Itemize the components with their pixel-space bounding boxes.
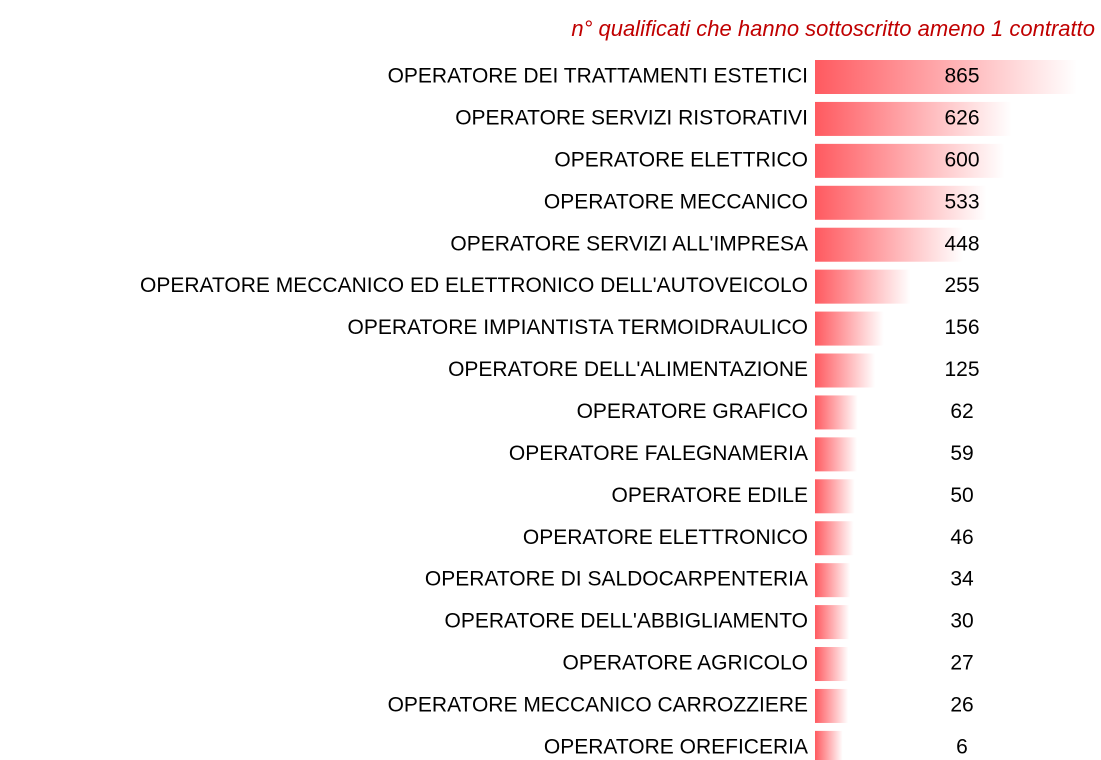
value-label: 600	[944, 148, 979, 171]
category-label: OPERATORE GRAFICO	[577, 400, 808, 423]
bar	[815, 227, 964, 262]
chart-title: n° qualificati che hanno sottoscritto am…	[571, 16, 1095, 41]
category-label: OPERATORE MECCANICO	[544, 190, 808, 213]
category-label: OPERATORE MECCANICO CARROZZIERE	[388, 693, 808, 716]
value-label: 59	[950, 442, 973, 465]
value-label: 865	[944, 65, 979, 88]
bar	[815, 395, 858, 430]
value-label: 533	[944, 190, 979, 213]
category-label: OPERATORE DEI TRATTAMENTI ESTETICI	[388, 65, 808, 88]
category-label: OPERATORE DI SALDOCARPENTERIA	[425, 568, 808, 591]
category-label: OPERATORE AGRICOLO	[563, 652, 808, 675]
bar	[815, 185, 987, 220]
bar	[815, 60, 1077, 94]
category-label: OPERATORE OREFICERIA	[544, 735, 808, 758]
bar	[815, 605, 850, 640]
category-label: OPERATORE DELL'ABBIGLIAMENTO	[445, 610, 808, 633]
category-label: OPERATORE IMPIANTISTA TERMOIDRAULICO	[347, 316, 808, 339]
bar	[815, 353, 876, 388]
bar	[815, 563, 851, 598]
value-label: 6	[956, 735, 968, 758]
bar	[815, 437, 858, 472]
value-label: 626	[944, 106, 979, 129]
value-label: 30	[950, 610, 973, 633]
value-label: 46	[950, 526, 973, 549]
bar	[815, 311, 884, 346]
bar	[815, 269, 911, 304]
bar	[815, 101, 1012, 136]
category-label: OPERATORE SERVIZI ALL'IMPRESA	[450, 232, 808, 255]
value-label: 255	[944, 274, 979, 297]
bar	[815, 521, 854, 556]
value-label: 448	[944, 232, 979, 255]
value-label: 26	[950, 693, 973, 716]
bar	[815, 647, 849, 682]
bar	[815, 143, 1005, 178]
category-label: OPERATORE SERVIZI RISTORATIVI	[455, 106, 808, 129]
category-label: OPERATORE DELL'ALIMENTAZIONE	[448, 358, 808, 381]
value-label: 156	[944, 316, 979, 339]
category-label: OPERATORE ELETTRICO	[554, 148, 808, 171]
category-label: OPERATORE MECCANICO ED ELETTRONICO DELL'…	[140, 274, 808, 297]
value-label: 27	[950, 652, 973, 675]
category-label: OPERATORE EDILE	[612, 484, 808, 507]
value-label: 62	[950, 400, 973, 423]
bar	[815, 479, 855, 514]
bar	[815, 730, 843, 760]
bar	[815, 688, 849, 723]
value-label: 34	[950, 568, 974, 591]
value-label: 50	[950, 484, 973, 507]
value-label: 125	[944, 358, 979, 381]
category-label: OPERATORE FALEGNAMERIA	[509, 442, 808, 465]
category-label: OPERATORE ELETTRONICO	[523, 526, 808, 549]
